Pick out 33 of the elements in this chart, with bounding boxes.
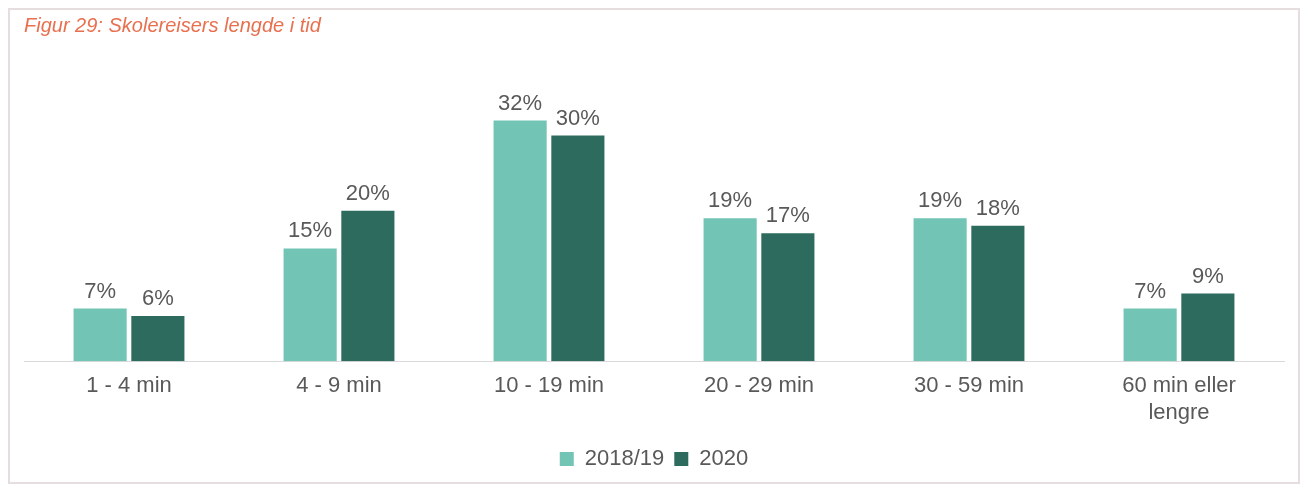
x-tick-label: 4 - 9 min	[296, 372, 382, 398]
bar	[551, 135, 605, 362]
data-label: 7%	[1134, 277, 1167, 303]
data-label: 17%	[765, 202, 810, 228]
bar	[1123, 308, 1177, 362]
legend-label: 2018/19	[584, 445, 665, 471]
data-label: 19%	[708, 187, 753, 213]
bar	[493, 120, 547, 362]
x-tick-label: 10 - 19 min	[493, 372, 605, 398]
data-label: 19%	[918, 187, 963, 213]
x-tick-label: 30 - 59 min	[913, 372, 1025, 398]
data-label: 30%	[555, 104, 600, 130]
data-label: 20%	[345, 179, 390, 205]
bar	[1181, 293, 1235, 362]
bar	[913, 218, 967, 362]
x-tick-label: 20 - 29 min	[703, 372, 815, 398]
bar	[761, 233, 815, 362]
data-label: 6%	[141, 285, 174, 311]
data-label: 9%	[1191, 262, 1224, 288]
bar	[283, 248, 337, 362]
legend-label: 2020	[699, 445, 749, 471]
data-label: 32%	[498, 89, 543, 115]
x-tick-label: 1 - 4 min	[86, 372, 172, 398]
bar	[341, 210, 395, 362]
x-tick-label: 60 min eller lengre	[1122, 372, 1236, 424]
chart-title: Figur 29: Skolereisers lengde i tid	[24, 13, 322, 36]
bar	[73, 308, 127, 362]
data-label: 18%	[975, 194, 1020, 220]
bar	[131, 316, 185, 362]
data-label: 15%	[288, 217, 333, 243]
bar	[971, 225, 1025, 362]
bar	[703, 218, 757, 362]
data-label: 7%	[84, 277, 117, 303]
